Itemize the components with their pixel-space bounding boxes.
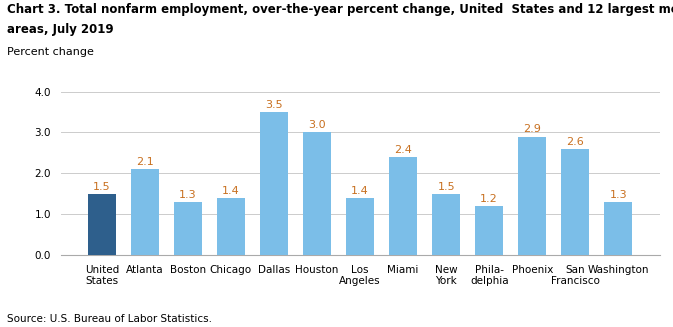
- Text: Source: U.S. Bureau of Labor Statistics.: Source: U.S. Bureau of Labor Statistics.: [7, 314, 212, 324]
- Text: 1.3: 1.3: [610, 190, 627, 200]
- Bar: [475, 206, 503, 255]
- Text: 2.1: 2.1: [136, 157, 153, 167]
- Text: Chart 3. Total nonfarm employment, over-the-year percent change, United  States : Chart 3. Total nonfarm employment, over-…: [7, 3, 673, 16]
- Bar: [561, 149, 590, 255]
- Bar: [389, 157, 417, 255]
- Bar: [604, 202, 633, 255]
- Bar: [432, 194, 460, 255]
- Bar: [518, 137, 546, 255]
- Text: 1.4: 1.4: [351, 186, 369, 196]
- Text: 2.6: 2.6: [567, 137, 584, 147]
- Text: 1.3: 1.3: [179, 190, 197, 200]
- Bar: [131, 169, 159, 255]
- Bar: [217, 198, 245, 255]
- Bar: [87, 194, 116, 255]
- Bar: [174, 202, 202, 255]
- Text: areas, July 2019: areas, July 2019: [7, 23, 113, 36]
- Text: 1.4: 1.4: [222, 186, 240, 196]
- Text: 1.2: 1.2: [481, 194, 498, 204]
- Text: 2.4: 2.4: [394, 145, 412, 155]
- Text: 1.5: 1.5: [93, 182, 110, 192]
- Text: 3.5: 3.5: [265, 100, 283, 110]
- Bar: [346, 198, 374, 255]
- Text: Percent change: Percent change: [7, 47, 94, 58]
- Bar: [303, 132, 331, 255]
- Bar: [260, 112, 288, 255]
- Text: 3.0: 3.0: [308, 120, 326, 130]
- Text: 1.5: 1.5: [437, 182, 455, 192]
- Text: 2.9: 2.9: [524, 125, 541, 134]
